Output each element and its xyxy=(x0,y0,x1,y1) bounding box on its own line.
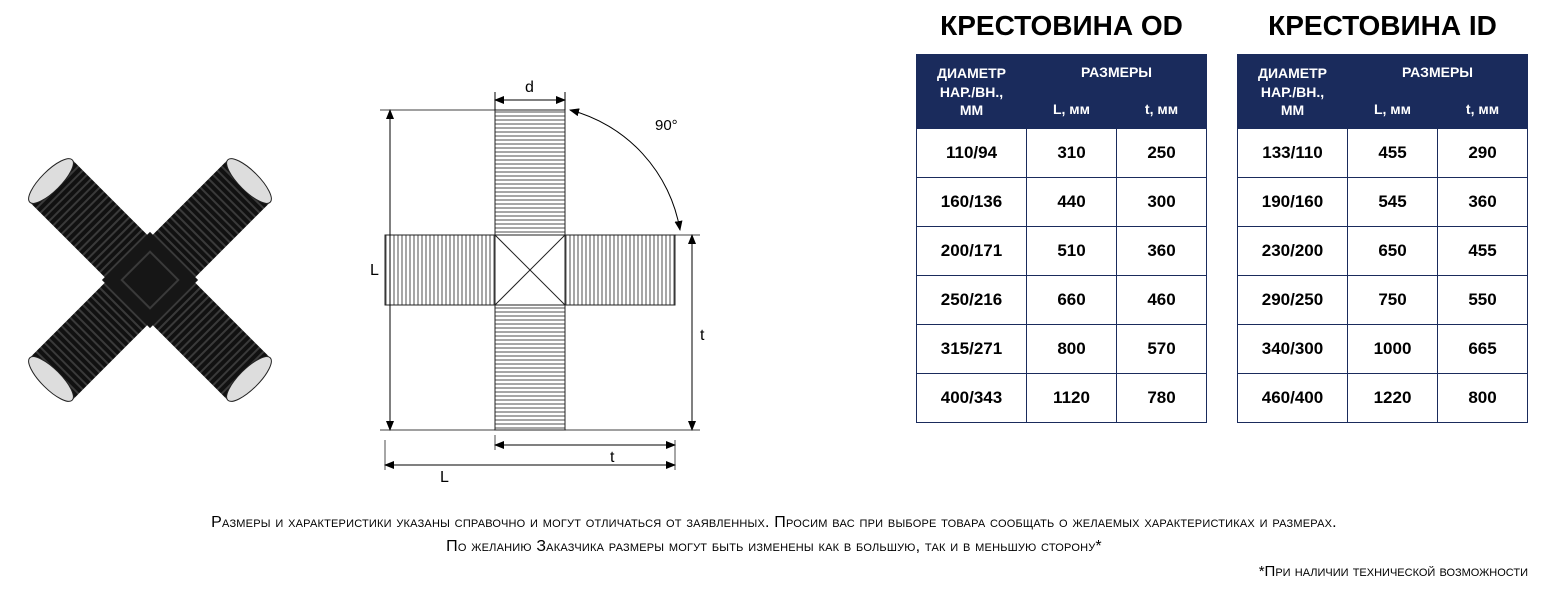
footer-text: Размеры и характеристики указаны справоч… xyxy=(20,511,1528,559)
cell-t: 800 xyxy=(1438,374,1528,423)
th-t: t, мм xyxy=(1117,90,1207,129)
footnote: *При наличии технической возможности xyxy=(20,563,1528,580)
table-row: 315/271800570 xyxy=(917,325,1207,374)
cell-t: 455 xyxy=(1438,227,1528,276)
cell-t: 300 xyxy=(1117,178,1207,227)
cell-L: 1000 xyxy=(1348,325,1438,374)
cell-t: 780 xyxy=(1117,374,1207,423)
table-row: 190/160545360 xyxy=(1238,178,1528,227)
cell-d: 110/94 xyxy=(917,129,1027,178)
table-od-title: КРЕСТОВИНА OD xyxy=(916,10,1207,42)
table-row: 340/3001000665 xyxy=(1238,325,1528,374)
diagrams-block: d 90° L t L xyxy=(20,10,740,495)
table-row: 160/136440300 xyxy=(917,178,1207,227)
cell-L: 455 xyxy=(1348,129,1438,178)
footer-line1: Размеры и характеристики указаны справоч… xyxy=(20,511,1528,535)
table-row: 200/171510360 xyxy=(917,227,1207,276)
table-od-block: КРЕСТОВИНА OD ДИАМЕТР НАР./ВН., ММ РАЗМЕ… xyxy=(916,10,1207,423)
th-sizes: РАЗМЕРЫ xyxy=(1348,55,1528,90)
cell-L: 800 xyxy=(1027,325,1117,374)
th-L: L, мм xyxy=(1027,90,1117,129)
table-row: 230/200650455 xyxy=(1238,227,1528,276)
th-sizes: РАЗМЕРЫ xyxy=(1027,55,1207,90)
cell-d: 315/271 xyxy=(917,325,1027,374)
cell-t: 570 xyxy=(1117,325,1207,374)
th-L: L, мм xyxy=(1348,90,1438,129)
cell-d: 250/216 xyxy=(917,276,1027,325)
fitting-schematic: d 90° L t L xyxy=(320,70,740,495)
cell-d: 200/171 xyxy=(917,227,1027,276)
main-row: d 90° L t L xyxy=(20,10,1528,495)
cell-t: 460 xyxy=(1117,276,1207,325)
cell-t: 665 xyxy=(1438,325,1528,374)
cell-t: 550 xyxy=(1438,276,1528,325)
footer-line2: По желанию Заказчика размеры могут быть … xyxy=(20,535,1528,559)
label-angle: 90° xyxy=(655,117,678,134)
table-row: 250/216660460 xyxy=(917,276,1207,325)
th-t: t, мм xyxy=(1438,90,1528,129)
table-id-block: КРЕСТОВИНА ID ДИАМЕТР НАР./ВН., ММ РАЗМЕ… xyxy=(1237,10,1528,423)
table-row: 290/250750550 xyxy=(1238,276,1528,325)
th-diameter: ДИАМЕТР НАР./ВН., ММ xyxy=(917,55,1027,129)
cell-L: 660 xyxy=(1027,276,1117,325)
table-od-body: 110/94310250160/136440300200/17151036025… xyxy=(917,129,1207,423)
cell-d: 340/300 xyxy=(1238,325,1348,374)
cell-t: 360 xyxy=(1438,178,1528,227)
label-d: d xyxy=(525,79,534,96)
tables-block: КРЕСТОВИНА OD ДИАМЕТР НАР./ВН., ММ РАЗМЕ… xyxy=(916,10,1528,423)
table-row: 400/3431120780 xyxy=(917,374,1207,423)
cell-d: 460/400 xyxy=(1238,374,1348,423)
cell-d: 290/250 xyxy=(1238,276,1348,325)
table-id-title: КРЕСТОВИНА ID xyxy=(1237,10,1528,42)
label-L-vertical: L xyxy=(370,262,379,279)
cell-t: 250 xyxy=(1117,129,1207,178)
label-t-horizontal: t xyxy=(610,449,615,466)
table-row: 133/110455290 xyxy=(1238,129,1528,178)
cell-d: 133/110 xyxy=(1238,129,1348,178)
cell-t: 360 xyxy=(1117,227,1207,276)
cell-L: 1120 xyxy=(1027,374,1117,423)
cell-d: 230/200 xyxy=(1238,227,1348,276)
table-id-body: 133/110455290190/160545360230/2006504552… xyxy=(1238,129,1528,423)
cell-d: 190/160 xyxy=(1238,178,1348,227)
cell-d: 160/136 xyxy=(917,178,1027,227)
table-od: ДИАМЕТР НАР./ВН., ММ РАЗМЕРЫ L, мм t, мм… xyxy=(916,54,1207,423)
cell-L: 545 xyxy=(1348,178,1438,227)
table-row: 110/94310250 xyxy=(917,129,1207,178)
cell-t: 290 xyxy=(1438,129,1528,178)
cell-L: 440 xyxy=(1027,178,1117,227)
cell-L: 750 xyxy=(1348,276,1438,325)
label-t-vertical: t xyxy=(700,327,705,344)
cell-d: 400/343 xyxy=(917,374,1027,423)
cell-L: 310 xyxy=(1027,129,1117,178)
cell-L: 510 xyxy=(1027,227,1117,276)
table-id: ДИАМЕТР НАР./ВН., ММ РАЗМЕРЫ L, мм t, мм… xyxy=(1237,54,1528,423)
fitting-3d-illustration xyxy=(20,130,280,435)
label-L-horizontal: L xyxy=(440,469,449,486)
th-diameter: ДИАМЕТР НАР./ВН., ММ xyxy=(1238,55,1348,129)
cell-L: 1220 xyxy=(1348,374,1438,423)
table-row: 460/4001220800 xyxy=(1238,374,1528,423)
cell-L: 650 xyxy=(1348,227,1438,276)
